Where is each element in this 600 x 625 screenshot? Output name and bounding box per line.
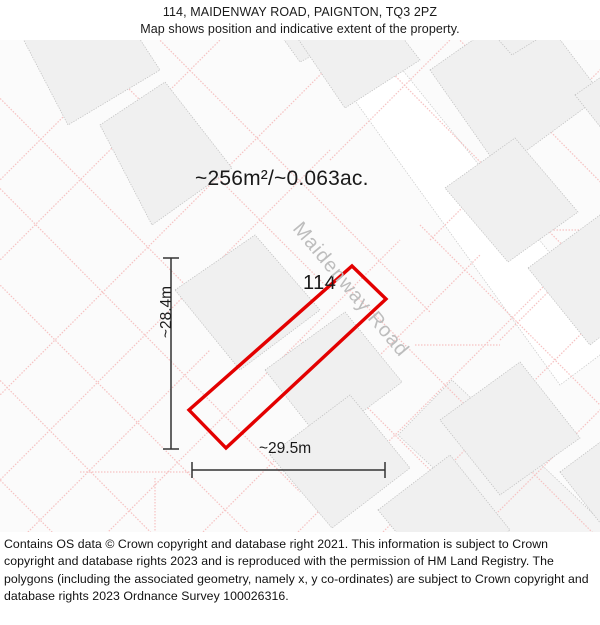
property-map[interactable]: ~256m²/~0.063ac. 114 Maidenway Road ~28.… [0, 40, 600, 532]
road-corridor [310, 40, 600, 386]
copyright-text: Contains OS data © Crown copyright and d… [4, 537, 589, 604]
page-subtitle: Map shows position and indicative extent… [140, 22, 460, 36]
dimension-vertical-label: ~28.4m [158, 285, 176, 339]
dimension-horizontal-label: ~29.5m [259, 440, 312, 457]
plot-number-label: 114 [303, 272, 337, 294]
page-footer: Contains OS data © Crown copyright and d… [0, 532, 600, 625]
page-header: 114, MAIDENWAY ROAD, PAIGNTON, TQ3 2PZ M… [0, 0, 600, 40]
dimension-vertical [163, 257, 179, 450]
area-label: ~256m²/~0.063ac. [195, 167, 369, 190]
page-title: 114, MAIDENWAY ROAD, PAIGNTON, TQ3 2PZ [162, 5, 438, 19]
dimension-horizontal [191, 462, 386, 478]
property-outline [186, 263, 389, 451]
map-canvas [0, 40, 600, 532]
building-footprints [23, 40, 600, 532]
